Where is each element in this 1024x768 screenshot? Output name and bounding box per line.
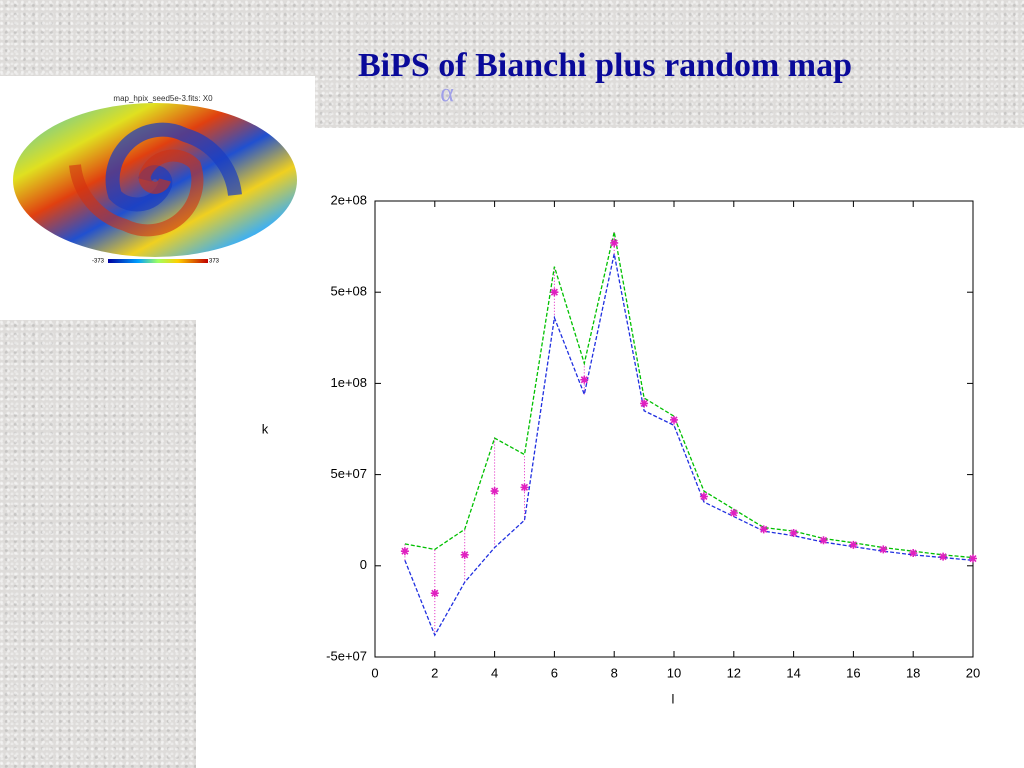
point-marker [670, 415, 678, 424]
x-tick-label: 12 [727, 665, 741, 680]
point-marker [759, 525, 768, 534]
sky-map [13, 103, 297, 257]
x-tick-label: 8 [611, 665, 618, 680]
x-tick-label: 18 [906, 665, 920, 680]
x-tick-label: 16 [846, 665, 860, 680]
colorbar-label: -373 [92, 259, 105, 265]
point-marker [879, 545, 888, 554]
x-tick-label: 4 [491, 665, 498, 680]
point-marker [460, 550, 469, 559]
texture-left [0, 320, 196, 768]
y-tick-label: -5e+07 [326, 648, 367, 663]
colorbar-label: 373 [209, 259, 220, 265]
colorbar [108, 259, 208, 263]
point-marker [939, 552, 948, 561]
x-tick-label: 10 [667, 665, 681, 680]
point-marker [819, 536, 828, 545]
x-tick-label: 2 [431, 665, 438, 680]
y-tick-label: 5e+08 [330, 284, 367, 299]
x-tick-label: 0 [371, 665, 378, 680]
y-tick-label: 0 [360, 557, 367, 572]
point-marker [789, 528, 798, 537]
point-marker [580, 375, 589, 384]
map-title: map_hpix_seed5e-3.fits: X0 [113, 94, 213, 103]
line-series [404, 231, 974, 559]
map-spiral [105, 122, 242, 212]
point-marker [969, 554, 977, 563]
x-tick-label: 14 [786, 665, 800, 680]
point-marker [400, 547, 409, 556]
point-marker [849, 540, 858, 549]
x-tick-label: 6 [551, 665, 558, 680]
point-marker [610, 238, 619, 247]
point-marker [550, 288, 559, 297]
point-marker [640, 399, 649, 408]
point-marker [520, 483, 529, 492]
y-axis-label: k [262, 421, 269, 436]
y-tick-label: 2e+08 [330, 192, 367, 207]
subtitle: α [440, 78, 454, 107]
y-tick-label: 1e+08 [330, 375, 367, 390]
line-series [404, 253, 974, 637]
y-tick-label: 5e+07 [330, 466, 367, 481]
x-tick-label: 20 [966, 665, 980, 680]
point-marker [490, 487, 499, 496]
x-axis-label: l [672, 691, 675, 706]
plot-frame [374, 200, 974, 658]
point-marker [729, 508, 738, 517]
point-marker [909, 549, 918, 558]
map-spiral [69, 149, 204, 237]
point-marker [699, 492, 708, 501]
slide-title: BiPS of Bianchi plus random map [358, 47, 852, 84]
point-marker [430, 589, 439, 598]
